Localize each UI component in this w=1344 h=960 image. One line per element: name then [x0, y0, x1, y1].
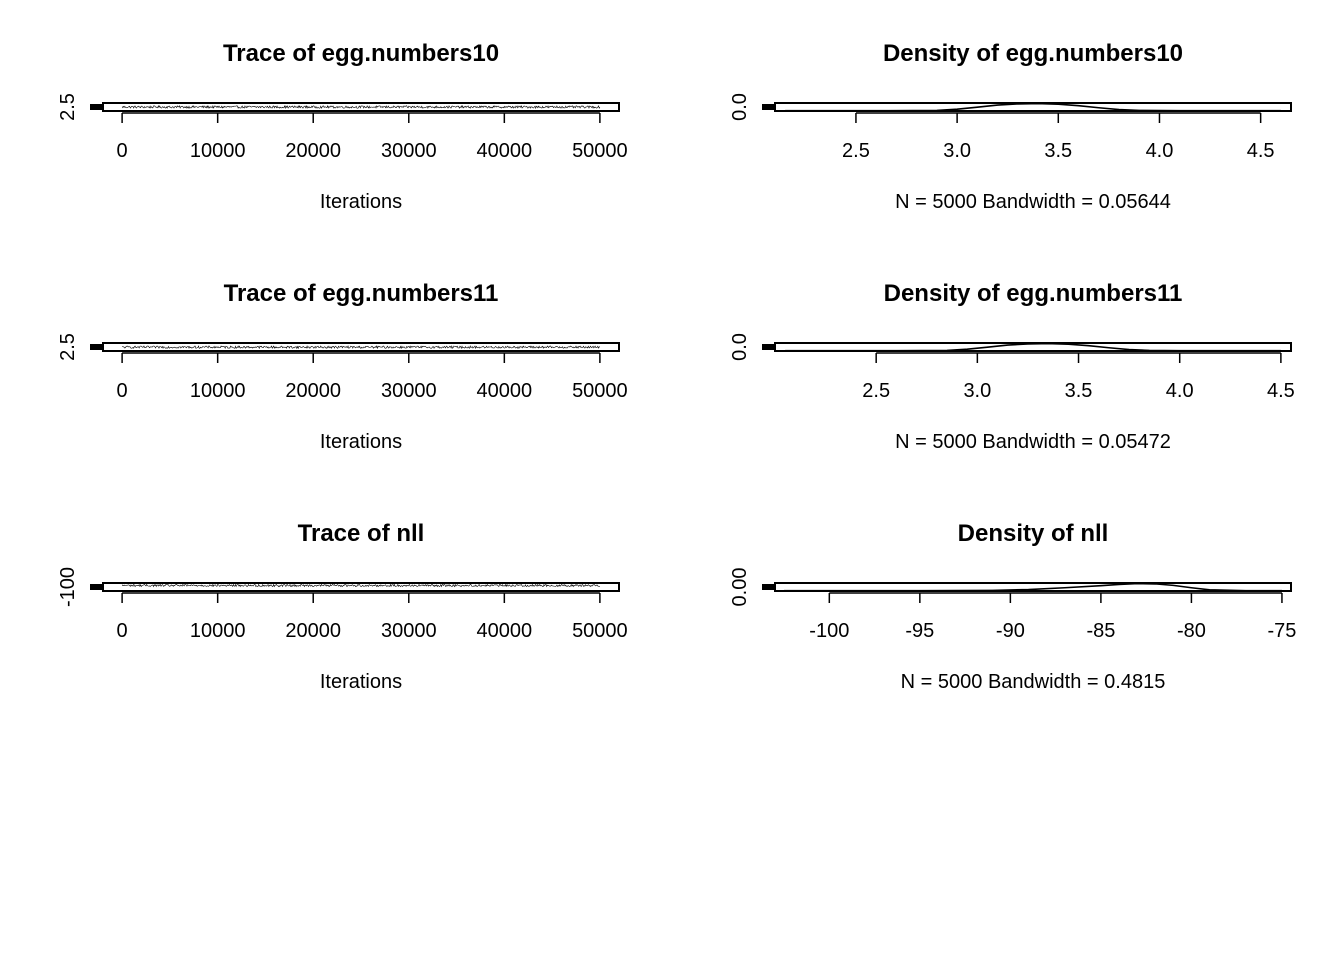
x-tick-label: 30000 — [381, 620, 437, 642]
y-axis-line — [90, 584, 103, 590]
x-tick-label: 0 — [117, 620, 128, 642]
y-axis-line — [762, 584, 775, 590]
x-tick-label: 3.0 — [943, 140, 971, 162]
x-axis-label: N = 5000 Bandwidth = 0.05472 — [895, 431, 1171, 453]
panel-title: Density of nll — [958, 520, 1109, 547]
x-tick-label: 50000 — [572, 620, 628, 642]
x-tick-label: 40000 — [477, 380, 533, 402]
trace-series-line — [122, 345, 601, 350]
density-panel-1: Density of egg.numbers10 0.0 2.5 3.0 3.5 4.0 4… — [729, 40, 1292, 213]
x-tick-label: 40000 — [477, 140, 533, 162]
x-tick-label: 4.5 — [1247, 140, 1275, 162]
x-tick-label: 4.0 — [1166, 380, 1194, 402]
x-tick-label: 50000 — [572, 380, 628, 402]
x-tick-label: 2.5 — [862, 380, 890, 402]
y-tick-label: 0.00 — [729, 568, 751, 607]
x-tick-label: 2.5 — [842, 140, 870, 162]
x-tick-label: 3.5 — [1044, 140, 1072, 162]
panel-title: Density of egg.numbers10 — [883, 40, 1183, 67]
density-curve — [785, 102, 1281, 112]
panel-title: Trace of egg.numbers10 — [223, 40, 499, 67]
x-tick-label: -95 — [905, 620, 934, 642]
density-panel-5: Density of nll 0.00 -100 -95 -90 -85 -80 -75 N =… — [729, 520, 1296, 693]
x-tick-label: 40000 — [477, 620, 533, 642]
x-axis-label: Iterations — [320, 431, 402, 453]
y-axis-line — [90, 104, 103, 110]
y-axis-line — [762, 344, 775, 350]
trace-panel-2: Trace of egg.numbers11 2.5 0 10000 20000 3000… — [57, 280, 628, 453]
x-tick-label: -100 — [809, 620, 849, 642]
x-tick-label: -75 — [1267, 620, 1296, 642]
x-tick-label: -90 — [996, 620, 1025, 642]
panel-title: Trace of nll — [298, 520, 425, 547]
x-tick-label: 30000 — [381, 380, 437, 402]
x-tick-label: 20000 — [285, 140, 341, 162]
plot-frame — [102, 582, 620, 592]
trace-series-line — [121, 104, 601, 110]
y-tick-label: 2.5 — [57, 333, 79, 361]
density-curve — [785, 342, 1281, 352]
x-tick-label: 30000 — [381, 140, 437, 162]
y-tick-label: -100 — [57, 567, 79, 607]
panel-title: Density of egg.numbers11 — [884, 280, 1183, 307]
x-axis-label: N = 5000 Bandwidth = 0.05644 — [895, 191, 1171, 213]
y-axis-line — [90, 344, 103, 350]
x-axis-label: Iterations — [320, 191, 402, 213]
y-axis-line — [762, 104, 775, 110]
density-panel-3: Density of egg.numbers11 0.0 2.5 3.0 3.5 4.0 4… — [729, 280, 1295, 453]
trace-panel-4: Trace of nll -100 0 10000 20000 30000 40000 500… — [57, 520, 628, 693]
x-tick-label: 20000 — [285, 620, 341, 642]
y-tick-label: 0.0 — [729, 333, 751, 361]
x-tick-label: 0 — [117, 140, 128, 162]
x-tick-label: 20000 — [285, 380, 341, 402]
y-tick-label: 0.0 — [729, 93, 751, 121]
density-curve — [784, 582, 1282, 592]
x-tick-label: 50000 — [572, 140, 628, 162]
x-tick-label: 0 — [117, 380, 128, 402]
x-tick-label: 10000 — [190, 140, 246, 162]
trace-panel-0: Trace of egg.numbers10 2.5 0 10000 20000 3000… — [57, 40, 628, 213]
x-axis-label: N = 5000 Bandwidth = 0.4815 — [901, 671, 1166, 693]
x-tick-label: -80 — [1177, 620, 1206, 642]
x-tick-label: 4.5 — [1267, 380, 1295, 402]
panel-title: Trace of egg.numbers11 — [224, 280, 499, 307]
x-tick-label: 4.0 — [1146, 140, 1174, 162]
x-axis-label: Iterations — [320, 671, 402, 693]
y-tick-label: 2.5 — [57, 93, 79, 121]
x-tick-label: 3.0 — [963, 380, 991, 402]
trace-series-line — [121, 583, 600, 588]
x-tick-label: 10000 — [190, 620, 246, 642]
x-tick-label: -85 — [1086, 620, 1115, 642]
x-tick-label: 3.5 — [1065, 380, 1093, 402]
x-tick-label: 10000 — [190, 380, 246, 402]
